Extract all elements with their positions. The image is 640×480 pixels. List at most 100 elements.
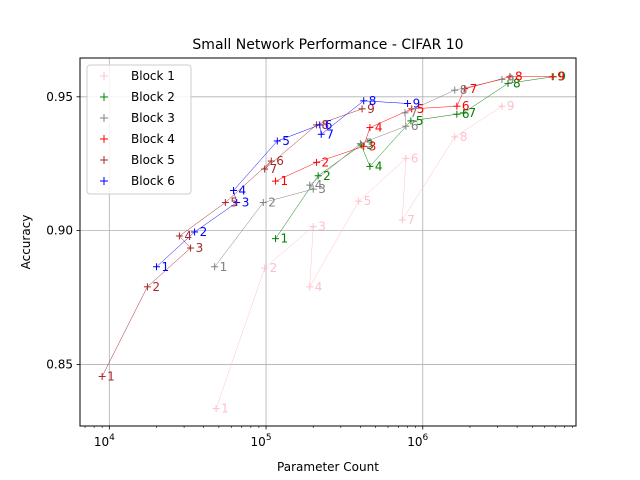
y-axis-title: Accuracy [19,215,33,270]
point-label: 3 [318,182,326,196]
data-point [366,124,374,132]
data-point [313,158,321,166]
point-label: 2 [322,155,330,169]
point-label: 2 [323,169,331,183]
data-point [233,199,241,207]
point-label: 8 [460,83,468,97]
data-point [548,73,556,81]
point-label: 9 [557,70,565,84]
data-point [498,75,506,83]
point-label: 9 [507,72,515,86]
legend: Block 1 Block 2 Block 3 Block 4 Block 5 Block… [86,64,192,195]
data-point [273,137,281,145]
legend-item: Block 6 [100,174,175,188]
point-label: 8 [515,70,523,84]
point-label: 3 [369,139,377,153]
point-label: 7 [469,106,477,120]
data-point [261,264,269,272]
data-point [309,185,317,193]
data-point [187,244,195,252]
point-label: 4 [375,121,383,135]
point-label: 1 [220,260,228,274]
data-point [366,162,374,170]
point-label: 5 [365,137,373,151]
point-label: 9 [413,96,421,110]
point-label: 6 [462,107,470,121]
point-label: 6 [325,118,333,132]
point-label: 3 [196,241,204,255]
data-point [272,177,280,185]
point-label: 4 [375,159,383,173]
data-point [360,97,368,105]
data-point [221,199,229,207]
data-point [358,105,366,113]
data-point [504,79,512,87]
legend-label: Block 2 [131,90,175,104]
data-point [306,283,314,291]
point-label: 9 [507,99,515,113]
data-point [211,263,219,271]
point-label: 9 [367,102,375,116]
point-label: 4 [315,280,323,294]
data-point [152,263,160,271]
chart-title: Small Network Performance - CIFAR 10 [192,37,463,53]
data-point [259,199,267,207]
point-label: 2 [268,196,276,210]
point-label: 6 [462,99,470,113]
point-label: 1 [281,232,289,246]
data-point [143,283,151,291]
legend-item: Block 5 [100,153,175,167]
point-label: 8 [369,94,377,108]
data-point [309,223,317,231]
data-point [191,228,199,236]
point-label: 6 [411,151,419,165]
x-tick-label: 106 [407,433,428,449]
data-point [404,99,412,107]
data-point [360,142,368,150]
point-label: 9 [558,70,566,84]
point-label: 4 [315,178,323,192]
point-label: 8 [513,76,521,90]
legend-item: Block 2 [100,90,175,104]
data-point [316,121,324,129]
point-label: 2 [200,225,208,239]
x-tick-label: 104 [94,433,115,449]
point-label: 7 [270,162,278,176]
data-point [314,172,322,180]
point-label: 3 [318,220,326,234]
legend-label: Block 5 [131,153,175,167]
data-point [451,133,459,141]
y-tick-label: 0.85 [46,357,73,371]
data-point [401,109,409,117]
point-label: 7 [470,82,478,96]
data-point [498,102,506,110]
data-point [451,86,459,94]
point-label: 1 [221,402,229,416]
legend-label: Block 1 [131,69,175,83]
data-point [402,154,410,162]
point-label: 1 [281,174,289,188]
x-axis-title: Parameter Count [277,460,379,474]
data-point [212,405,220,413]
legend-label: Block 3 [131,111,175,125]
point-label: 7 [407,213,415,227]
point-label: 2 [152,280,160,294]
legend-box [86,64,192,195]
data-point [453,102,461,110]
x-tick-label: 105 [251,433,272,449]
legend-label: Block 6 [131,174,175,188]
y-tick-label: 0.95 [46,90,73,104]
series-points [98,73,557,413]
data-point [402,122,410,130]
x-axis-ticks: 104 105 106 [84,426,573,449]
data-point [175,232,183,240]
data-point [261,165,269,173]
point-label: 4 [184,229,192,243]
data-point [398,216,406,224]
data-point [98,372,106,380]
point-label: 5 [364,194,372,208]
point-label: 5 [230,196,238,210]
data-point [267,157,275,165]
data-point [460,109,468,117]
